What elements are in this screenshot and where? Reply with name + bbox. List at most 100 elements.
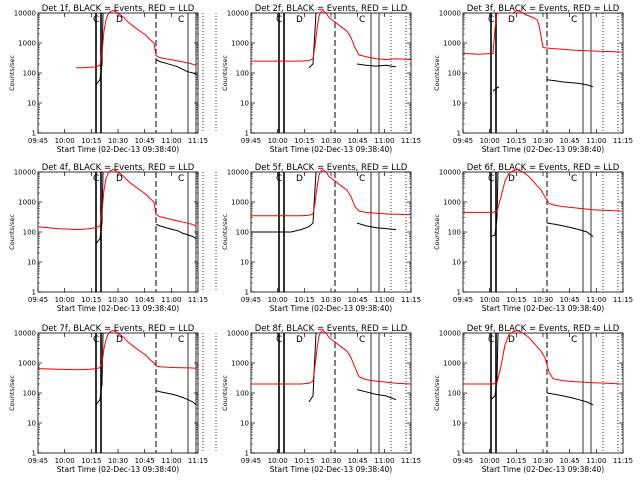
x-tick-label: 10:00: [480, 457, 500, 465]
panel-6: Det 6f, BLACK = Events, RED = LLD 1 10 100 1…: [433, 163, 633, 313]
x-axis-label: Start Time (02-Dec-13 09:38:40): [57, 465, 179, 474]
x-axis-label: Start Time (02-Dec-13 09:38:40): [270, 465, 392, 474]
y-tick-label: 1: [457, 130, 461, 138]
x-tick-label: 09:45: [28, 457, 48, 465]
y-tick-label: 1000: [18, 360, 36, 368]
series-black-line: [546, 222, 594, 237]
x-tick-label: 11:15: [401, 457, 421, 465]
x-tick-label: 10:45: [348, 296, 368, 304]
x-tick-label: 10:45: [348, 457, 368, 465]
marker-label: D: [296, 335, 303, 345]
y-tick-label: 100: [448, 70, 461, 78]
y-tick-label: 10: [452, 100, 461, 108]
x-tick-label: 10:30: [533, 296, 553, 304]
marker-label: D: [116, 174, 123, 184]
x-axis-label: Start Time (02-Dec-13 09:38:40): [57, 304, 179, 313]
y-tick-label: 10: [27, 100, 36, 108]
panel-5: Det 5f, BLACK = Events, RED = LLD 1 10 100 1…: [221, 163, 421, 313]
marker-label: C: [359, 15, 365, 25]
y-tick-label: 10000: [14, 169, 36, 177]
marker-label: C: [93, 335, 99, 345]
y-tick-label: 10000: [14, 330, 36, 338]
series-red-line: [76, 10, 197, 69]
x-tick-label: 10:00: [268, 137, 288, 145]
x-axis-label: Start Time (02-Dec-13 09:38:40): [270, 304, 392, 313]
x-tick-label: 10:30: [321, 296, 341, 304]
x-tick-label: 10:15: [81, 296, 101, 304]
series-black-line: [546, 392, 594, 406]
x-tick-label: 11:00: [161, 137, 181, 145]
plot-frame: [462, 171, 624, 293]
y-tick-label: 1: [245, 450, 249, 458]
x-tick-label: 10:00: [55, 137, 75, 145]
x-tick-label: 10:30: [321, 457, 341, 465]
x-tick-label: 11:00: [586, 137, 606, 145]
y-tick-label: 100: [448, 390, 461, 398]
series-red-line: [251, 9, 412, 62]
x-tick-label: 11:15: [188, 296, 208, 304]
y-tick-label: 100: [236, 70, 249, 78]
marker-label: C: [178, 174, 184, 184]
marker-label: C: [276, 174, 282, 184]
marker-label: C: [93, 174, 99, 184]
series-black-line: [356, 63, 397, 68]
y-axis-label: Counts/sec: [221, 55, 229, 91]
series-red-line: [463, 330, 622, 385]
x-tick-label: 11:15: [613, 137, 633, 145]
series-black-line: [308, 12, 317, 69]
series-red-line: [512, 10, 622, 53]
x-tick-label: 11:15: [613, 296, 633, 304]
y-tick-label: 1000: [18, 199, 36, 207]
x-tick-label: 10:45: [135, 137, 155, 145]
x-tick-label: 11:00: [161, 296, 181, 304]
x-tick-label: 09:45: [28, 137, 48, 145]
y-tick-label: 10: [240, 100, 249, 108]
x-tick-label: 10:15: [506, 296, 526, 304]
x-tick-label: 11:00: [586, 457, 606, 465]
x-tick-label: 10:15: [294, 137, 314, 145]
plot-frame: [250, 332, 412, 454]
y-tick-label: 1: [32, 289, 36, 297]
y-tick-label: 1: [32, 130, 36, 138]
marker-label: D: [508, 15, 515, 25]
y-tick-label: 1000: [443, 40, 461, 48]
panel-7: Det 7f, BLACK = Events, RED = LLD 1 10 100 1…: [8, 324, 217, 474]
marker-label: C: [488, 15, 494, 25]
series-black-line: [251, 171, 317, 233]
x-tick-label: 11:00: [161, 457, 181, 465]
y-tick-label: 1: [245, 130, 249, 138]
y-axis-label: Counts/sec: [8, 55, 16, 91]
y-tick-label: 100: [236, 390, 249, 398]
x-tick-label: 10:45: [135, 296, 155, 304]
y-tick-label: 1000: [231, 40, 249, 48]
x-tick-label: 10:45: [560, 296, 580, 304]
y-tick-label: 1: [457, 289, 461, 297]
marker-label: C: [571, 174, 577, 184]
marker-label: C: [359, 174, 365, 184]
y-axis-label: Counts/sec: [8, 375, 16, 411]
marker-label: D: [296, 15, 303, 25]
series-black-line: [95, 332, 104, 406]
x-tick-label: 11:15: [188, 137, 208, 145]
x-tick-label: 10:15: [81, 457, 101, 465]
y-tick-label: 1000: [231, 360, 249, 368]
x-tick-label: 09:45: [28, 296, 48, 304]
y-tick-label: 10000: [227, 169, 249, 177]
plot-frame: [37, 332, 199, 454]
x-tick-label: 10:15: [294, 457, 314, 465]
panel-9: Det 9f, BLACK = Events, RED = LLD 1 10 100 1…: [433, 324, 633, 474]
plot-frame: [37, 12, 199, 134]
panel-title: Det 7f, BLACK = Events, RED = LLD: [42, 324, 195, 334]
x-tick-label: 10:00: [268, 296, 288, 304]
x-axis-label: Start Time (02-Dec-13 09:38:40): [482, 465, 604, 474]
marker-label: C: [178, 15, 184, 25]
panel-title: Det 2f, BLACK = Events, RED = LLD: [255, 4, 408, 14]
series-red-line: [251, 168, 412, 217]
x-tick-label: 10:45: [348, 137, 368, 145]
marker-label: C: [488, 174, 494, 184]
x-axis-label: Start Time (02-Dec-13 09:38:40): [482, 304, 604, 313]
panel-title: Det 1f, BLACK = Events, RED = LLD: [42, 4, 195, 14]
x-tick-label: 11:15: [401, 296, 421, 304]
series-red-line: [462, 12, 498, 55]
x-tick-label: 10:00: [55, 296, 75, 304]
